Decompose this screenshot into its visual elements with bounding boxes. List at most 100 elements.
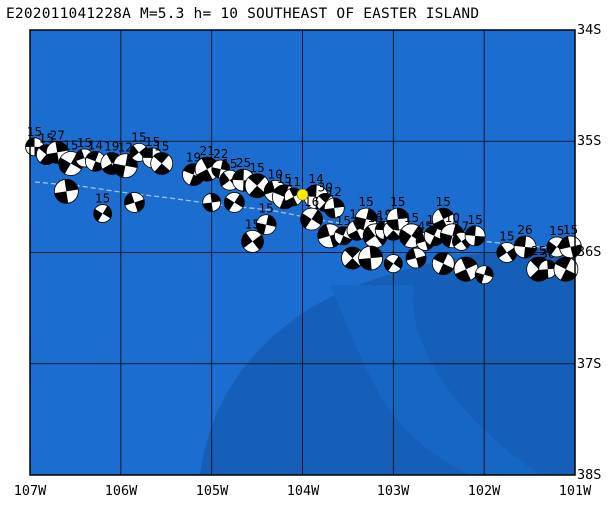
beachball-quadrant xyxy=(538,269,549,279)
beachball-quadrant xyxy=(375,221,385,231)
map-frame xyxy=(29,29,576,476)
depth-label: 21 xyxy=(199,144,214,158)
beachball-quadrant xyxy=(344,247,361,259)
epicenter-marker xyxy=(296,188,309,201)
beachball-quadrant xyxy=(433,252,449,264)
focal-mechanism xyxy=(453,256,479,282)
beachball-quadrant xyxy=(344,258,361,270)
depth-label: 17 xyxy=(454,219,469,233)
beachball-quadrant xyxy=(560,269,577,282)
beachball-quadrant xyxy=(266,214,277,227)
beachball-quadrant xyxy=(475,272,485,284)
focal-mechanism xyxy=(223,192,245,213)
focal-mechanism xyxy=(300,207,323,231)
focal-mechanism xyxy=(464,225,486,247)
lat-label-37s: 37S xyxy=(577,356,602,372)
beachball-quadrant xyxy=(339,235,352,245)
depth-label: 15 xyxy=(77,136,92,150)
depth-label: 22 xyxy=(213,147,228,161)
lon-label-103w: 103W xyxy=(376,483,410,499)
beachball-quadrant xyxy=(124,192,135,206)
beachball-quadrant xyxy=(46,152,60,164)
beachball-quadrant xyxy=(311,209,323,226)
depth-label: 15 xyxy=(39,132,54,146)
beachball-quadrant xyxy=(366,208,378,222)
beachball-quadrant xyxy=(324,208,336,218)
lon-label-104w: 104W xyxy=(286,483,320,499)
beachball-quadrant xyxy=(396,208,409,220)
beachball-quadrant xyxy=(64,179,79,192)
focal-mechanism xyxy=(255,214,277,236)
beachball-quadrant xyxy=(438,208,454,220)
beachball-quadrant xyxy=(234,193,245,208)
beachball-quadrant xyxy=(256,222,267,235)
beachball-quadrant xyxy=(384,258,394,271)
focal-mechanism xyxy=(85,150,106,172)
beachball-quadrant xyxy=(358,258,372,271)
beachball-quadrant xyxy=(461,257,477,270)
depth-label: 25 xyxy=(236,156,251,170)
depth-label: 15 xyxy=(499,230,514,244)
focal-mechanism xyxy=(124,192,145,213)
depth-label: 15 xyxy=(154,140,169,154)
beachball-quadrant xyxy=(333,198,345,208)
beachball-quadrant xyxy=(386,230,401,241)
focal-mechanism xyxy=(53,178,79,204)
beachball-quadrant xyxy=(39,154,54,165)
depth-label: 15 xyxy=(563,223,578,237)
depth-label: 15 xyxy=(222,157,237,171)
depth-label: 16 xyxy=(304,195,319,209)
depth-label: 15 xyxy=(436,195,451,209)
beachball-quadrant xyxy=(440,232,453,248)
depth-label: 15 xyxy=(63,139,78,153)
depth-label: 14 xyxy=(88,138,103,152)
beachball-quadrant xyxy=(219,172,230,187)
grid-lines xyxy=(30,30,575,475)
beachball-quadrant xyxy=(142,147,153,158)
beachball-quadrant xyxy=(496,244,507,259)
depth-label: 15 xyxy=(131,130,146,144)
beachball-quadrant xyxy=(523,246,536,258)
depth-label: 15 xyxy=(549,224,564,238)
focal-mechanism xyxy=(150,152,174,175)
depth-label: 14 xyxy=(308,172,323,186)
beachball-quadrant xyxy=(210,193,221,203)
beachball-quadrant xyxy=(58,157,71,174)
beachball-quadrant xyxy=(55,141,69,153)
lat-label-34s: 34S xyxy=(577,22,602,38)
beachball-quadrant xyxy=(455,269,471,282)
focal-mechanism xyxy=(358,245,384,271)
beachball-quadrant xyxy=(530,257,548,270)
beachball-quadrant xyxy=(130,145,139,159)
depth-label: 12 xyxy=(118,141,133,155)
beachball-quadrant xyxy=(474,235,486,246)
beachball-quadrant xyxy=(386,219,400,231)
beachball-quadrant xyxy=(183,163,198,175)
beachball-quadrant xyxy=(134,199,145,212)
beachball-quadrant xyxy=(399,229,412,246)
depth-label: 15 xyxy=(336,214,351,228)
beachball-quadrant xyxy=(106,152,122,164)
lon-label-107w: 107W xyxy=(13,483,47,499)
focal-mechanism xyxy=(405,247,427,269)
lon-label-105w: 105W xyxy=(195,483,229,499)
focal-mechanism xyxy=(317,223,343,249)
bathymetry-trough xyxy=(330,285,540,475)
focal-mechanism xyxy=(341,246,364,270)
lon-label-106w: 106W xyxy=(104,483,138,499)
depth-label: 30 xyxy=(318,180,333,194)
beachball-quadrant xyxy=(224,197,235,211)
beachball-quadrant xyxy=(232,169,244,181)
beachball-quadrant xyxy=(355,216,367,230)
beachball-quadrant xyxy=(406,248,417,261)
beachball-quadrant xyxy=(54,191,69,204)
focal-mechanism xyxy=(474,265,494,285)
beachball-quadrant xyxy=(93,208,103,222)
beachball-quadrant xyxy=(153,152,169,164)
lat-label-35s: 35S xyxy=(577,133,602,149)
depth-label: 11 xyxy=(286,175,301,189)
focal-mechanism xyxy=(244,173,270,199)
beachball-quadrant xyxy=(285,196,298,206)
